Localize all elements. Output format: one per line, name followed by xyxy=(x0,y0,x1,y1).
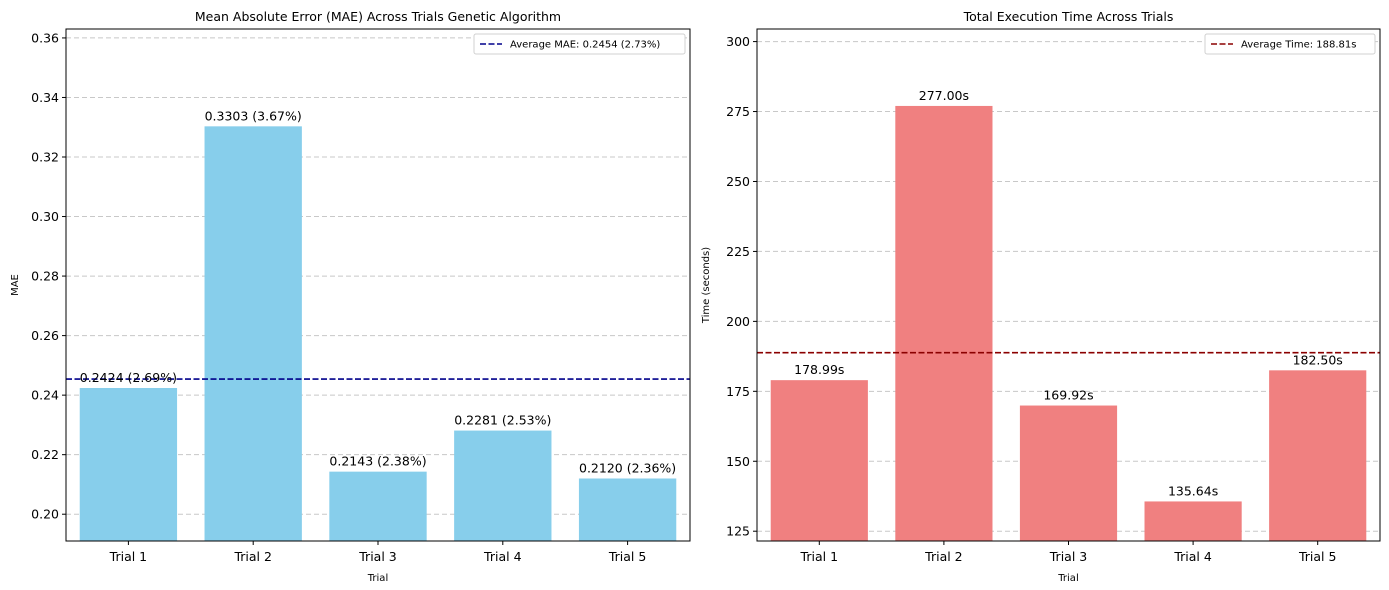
time-y-tick-label: 125 xyxy=(726,524,750,539)
time-data-label: 277.00s xyxy=(919,88,969,103)
time-y-tick-label: 275 xyxy=(726,104,750,119)
time-bar xyxy=(1144,501,1242,541)
mae-data-label: 0.2281 (2.53%) xyxy=(454,413,551,428)
mae-x-tick-label: Trial 2 xyxy=(233,549,271,564)
mae-y-tick-label: 0.20 xyxy=(31,507,59,522)
time-legend-box xyxy=(1204,33,1376,55)
mae-bar xyxy=(329,471,427,541)
time-legend: Average Time: 188.81s xyxy=(1204,33,1376,55)
time-legend-label: Average Time: 188.81s xyxy=(1241,40,1356,51)
mae-chart-title: Mean Absolute Error (MAE) Across Trials … xyxy=(195,9,561,24)
mae-bar xyxy=(454,430,552,541)
time-x-tick-label: Trial 1 xyxy=(800,549,838,564)
mae-legend-box xyxy=(473,33,686,55)
mae-chart: 0.2424 (2.69%) 0.3303 (3.67%) 0.2143 (2.38… xyxy=(10,9,691,584)
time-x-tick-label: Trial 2 xyxy=(924,549,962,564)
time-data-label: 182.50s xyxy=(1293,352,1343,367)
mae-x-tick-label: Trial 3 xyxy=(358,549,396,564)
mae-bar xyxy=(79,387,178,541)
time-x-tick-label: Trial 4 xyxy=(1173,549,1212,564)
mae-y-tick-label: 0.24 xyxy=(31,388,59,403)
mae-data-label: 0.2120 (2.36%) xyxy=(579,460,676,475)
mae-x-axis-title: Trial xyxy=(367,573,388,584)
time-chart-title: Total Execution Time Across Trials xyxy=(963,9,1174,24)
mae-y-tick-label: 0.22 xyxy=(31,447,59,462)
mae-data-label: 0.2424 (2.69%) xyxy=(80,370,177,385)
mae-y-tick-label: 0.30 xyxy=(31,209,59,224)
time-bar xyxy=(895,105,993,542)
mae-legend-label: Average MAE: 0.2454 (2.73%) xyxy=(510,40,660,51)
mae-y-tick-label: 0.36 xyxy=(31,30,59,45)
time-data-label: 135.64s xyxy=(1168,483,1218,498)
time-y-tick-label: 250 xyxy=(726,174,750,189)
time-chart: 178.99s 277.00s 169.92s 135.64s 182.50s 125 15… xyxy=(701,9,1381,584)
time-bar xyxy=(1269,370,1367,541)
time-y-tick-label: 175 xyxy=(726,384,750,399)
time-x-tick-label: Trial 5 xyxy=(1298,549,1336,564)
time-x-axis-title: Trial xyxy=(1057,573,1078,584)
time-bar xyxy=(770,380,868,541)
mae-bar xyxy=(204,126,302,541)
mae-bar xyxy=(578,478,677,541)
mae-x-tick-label: Trial 1 xyxy=(109,549,147,564)
time-y-tick-label: 225 xyxy=(726,244,750,259)
mae-x-tick-label: Trial 5 xyxy=(608,549,646,564)
mae-data-label: 0.2143 (2.38%) xyxy=(329,454,426,469)
time-bar xyxy=(1019,405,1118,541)
time-y-tick-label: 150 xyxy=(726,454,750,469)
time-data-label: 178.99s xyxy=(794,362,844,377)
time-data-label: 169.92s xyxy=(1043,388,1093,403)
mae-x-tick-label: Trial 4 xyxy=(483,549,522,564)
mae-y-tick-label: 0.32 xyxy=(31,150,59,165)
mae-y-axis-title: MAE xyxy=(10,274,21,296)
time-y-axis-title: Time (seconds) xyxy=(701,247,712,324)
mae-data-label: 0.3303 (3.67%) xyxy=(205,108,302,123)
mae-legend: Average MAE: 0.2454 (2.73%) xyxy=(473,33,686,55)
time-y-tick-label: 200 xyxy=(726,314,750,329)
mae-y-tick-label: 0.34 xyxy=(31,90,59,105)
mae-y-tick-label: 0.28 xyxy=(31,269,59,284)
mae-y-tick-label: 0.26 xyxy=(31,328,59,343)
time-y-tick-label: 300 xyxy=(726,34,750,49)
time-x-tick-label: Trial 3 xyxy=(1049,549,1087,564)
